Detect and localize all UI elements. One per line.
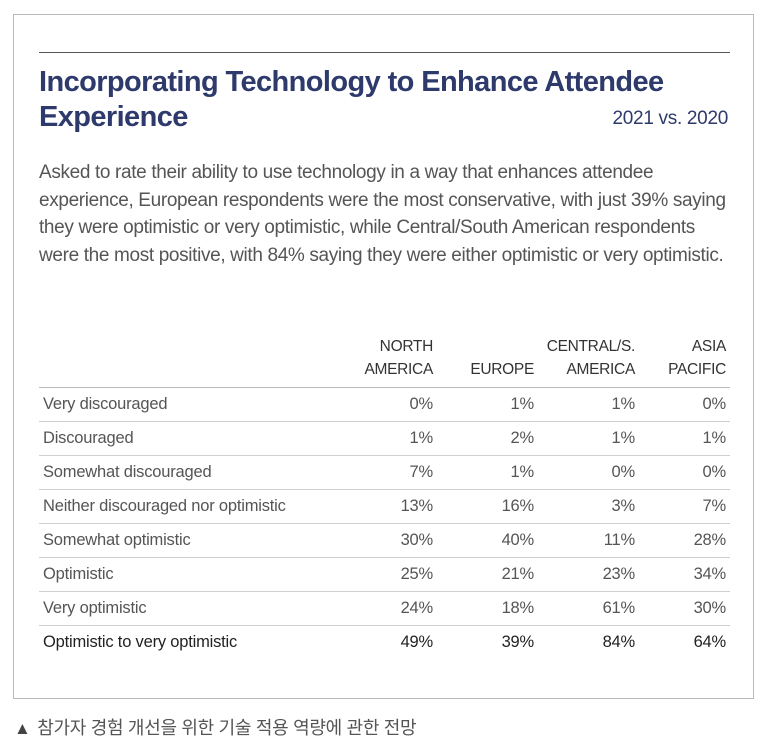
cell-value: 61% <box>538 591 639 626</box>
column-header-line1: ASIA <box>691 338 726 355</box>
column-header-north-america: NORTH AMERICA <box>336 335 437 388</box>
column-header-europe: EUROPE <box>437 335 538 388</box>
cell-value: 49% <box>400 633 434 651</box>
row-label: Optimistic to very optimistic <box>43 633 238 651</box>
table-row: Discouraged 1% 2% 1% 1% <box>39 421 730 456</box>
triangle-up-icon: ▲ <box>14 719 31 738</box>
cell-value: 1% <box>336 421 437 456</box>
cell-value: 30% <box>336 523 437 558</box>
page-title: Incorporating Technology to Enhance Atte… <box>39 66 664 133</box>
cell-value: 16% <box>437 489 538 524</box>
table-total-row: Optimistic to very optimistic 49% 39% 84… <box>39 626 730 660</box>
cell-value: 0% <box>336 387 437 422</box>
cell-value: 39% <box>501 633 535 651</box>
report-card: Incorporating Technology to Enhance Atte… <box>13 14 754 699</box>
column-header-line2: EUROPE <box>470 361 534 378</box>
table-header-row: NORTH AMERICA EUROPE CENTRAL/S. AMERICA … <box>39 335 730 388</box>
cell-value: 7% <box>639 489 730 524</box>
cell-value: 84% <box>602 633 636 651</box>
table-row: Somewhat optimistic 30% 40% 11% 28% <box>39 523 730 558</box>
table-row: Neither discouraged nor optimistic 13% 1… <box>39 489 730 524</box>
cell-value: 11% <box>538 523 639 558</box>
cell-value: 0% <box>639 387 730 422</box>
row-label: Somewhat optimistic <box>39 523 336 558</box>
survey-table: NORTH AMERICA EUROPE CENTRAL/S. AMERICA … <box>39 335 730 659</box>
column-header-line1: NORTH <box>379 338 434 355</box>
cell-value: 18% <box>437 591 538 626</box>
cell-value: 30% <box>639 591 730 626</box>
table-row: Very discouraged 0% 1% 1% 0% <box>39 387 730 422</box>
row-label: Very discouraged <box>39 387 336 422</box>
page-subtitle: 2021 vs. 2020 <box>612 108 729 129</box>
table-row: Optimistic 25% 21% 23% 34% <box>39 557 730 592</box>
cell-value: 24% <box>336 591 437 626</box>
cell-value: 1% <box>639 421 730 456</box>
column-header-central-south-america: CENTRAL/S. AMERICA <box>538 335 639 388</box>
column-header-line2: AMERICA <box>364 361 433 378</box>
cell-value: 28% <box>639 523 730 558</box>
column-header-asia-pacific: ASIA PACIFIC <box>639 335 730 388</box>
figure-caption: ▲ 참가자 경험 개선을 위한 기술 적용 역량에 관한 전망 <box>14 714 417 740</box>
cell-value: 1% <box>538 387 639 422</box>
row-label: Neither discouraged nor optimistic <box>39 489 336 524</box>
table-row: Very optimistic 24% 18% 61% 30% <box>39 591 730 626</box>
cell-value: 2% <box>437 421 538 456</box>
top-divider <box>39 52 730 53</box>
column-header-line2: AMERICA <box>566 361 635 378</box>
cell-value: 21% <box>437 557 538 592</box>
cell-value: 64% <box>693 633 727 651</box>
label-column-header <box>39 335 336 388</box>
cell-value: 34% <box>639 557 730 592</box>
cell-value: 3% <box>538 489 639 524</box>
cell-value: 23% <box>538 557 639 592</box>
row-label: Very optimistic <box>39 591 336 626</box>
cell-value: 1% <box>538 421 639 456</box>
cell-value: 25% <box>336 557 437 592</box>
intro-paragraph: Asked to rate their ability to use techn… <box>39 162 726 266</box>
cell-value: 40% <box>437 523 538 558</box>
caption-text: 참가자 경험 개선을 위한 기술 적용 역량에 관한 전망 <box>37 718 417 738</box>
row-label: Optimistic <box>39 557 336 592</box>
cell-value: 7% <box>336 455 437 490</box>
cell-value: 13% <box>336 489 437 524</box>
cell-value: 1% <box>437 455 538 490</box>
cell-value: 0% <box>538 455 639 490</box>
cell-value: 0% <box>639 455 730 490</box>
cell-value: 1% <box>437 387 538 422</box>
column-header-line1: CENTRAL/S. <box>546 338 636 355</box>
column-header-line2: PACIFIC <box>668 361 726 378</box>
row-label: Somewhat discouraged <box>39 455 336 490</box>
table-row: Somewhat discouraged 7% 1% 0% 0% <box>39 455 730 490</box>
row-label: Discouraged <box>39 421 336 456</box>
